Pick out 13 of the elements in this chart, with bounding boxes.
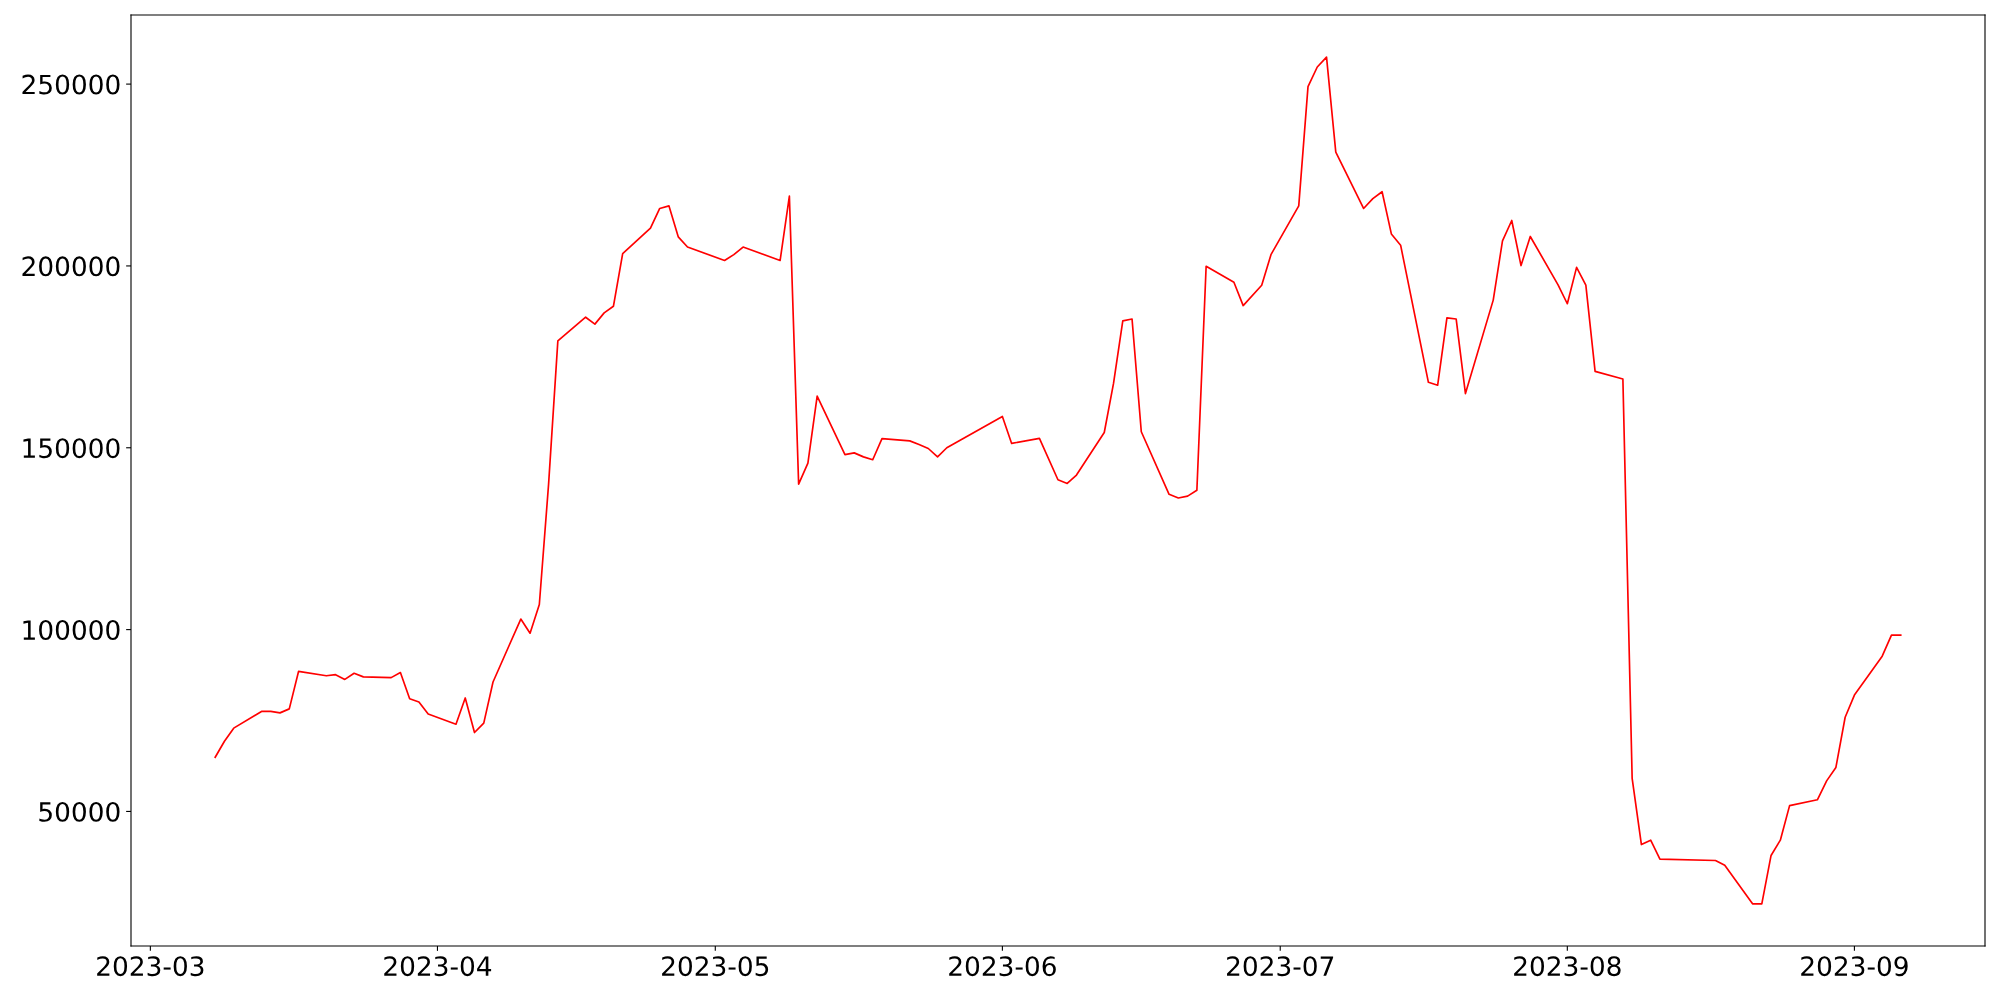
x-tick-label: 2023-04: [384, 956, 492, 977]
x-tick-label: 2023-09: [1801, 956, 1908, 977]
x-tick-label: 2023-08: [1514, 956, 1621, 977]
x-tick-label: 2023-03: [97, 956, 204, 977]
y-tick-label: 200000: [22, 256, 120, 277]
x-tick-label: 2023-06: [949, 956, 1056, 977]
y-tick-label: 50000: [39, 801, 120, 822]
y-tick-label: 100000: [23, 620, 120, 641]
x-tick-label: 2023-07: [1227, 956, 1334, 977]
line-series: [214, 56, 1902, 905]
y-tick-label: 250000: [22, 74, 120, 95]
y-tick-label: 150000: [23, 438, 120, 459]
x-tick-label: 2023-05: [662, 956, 769, 977]
